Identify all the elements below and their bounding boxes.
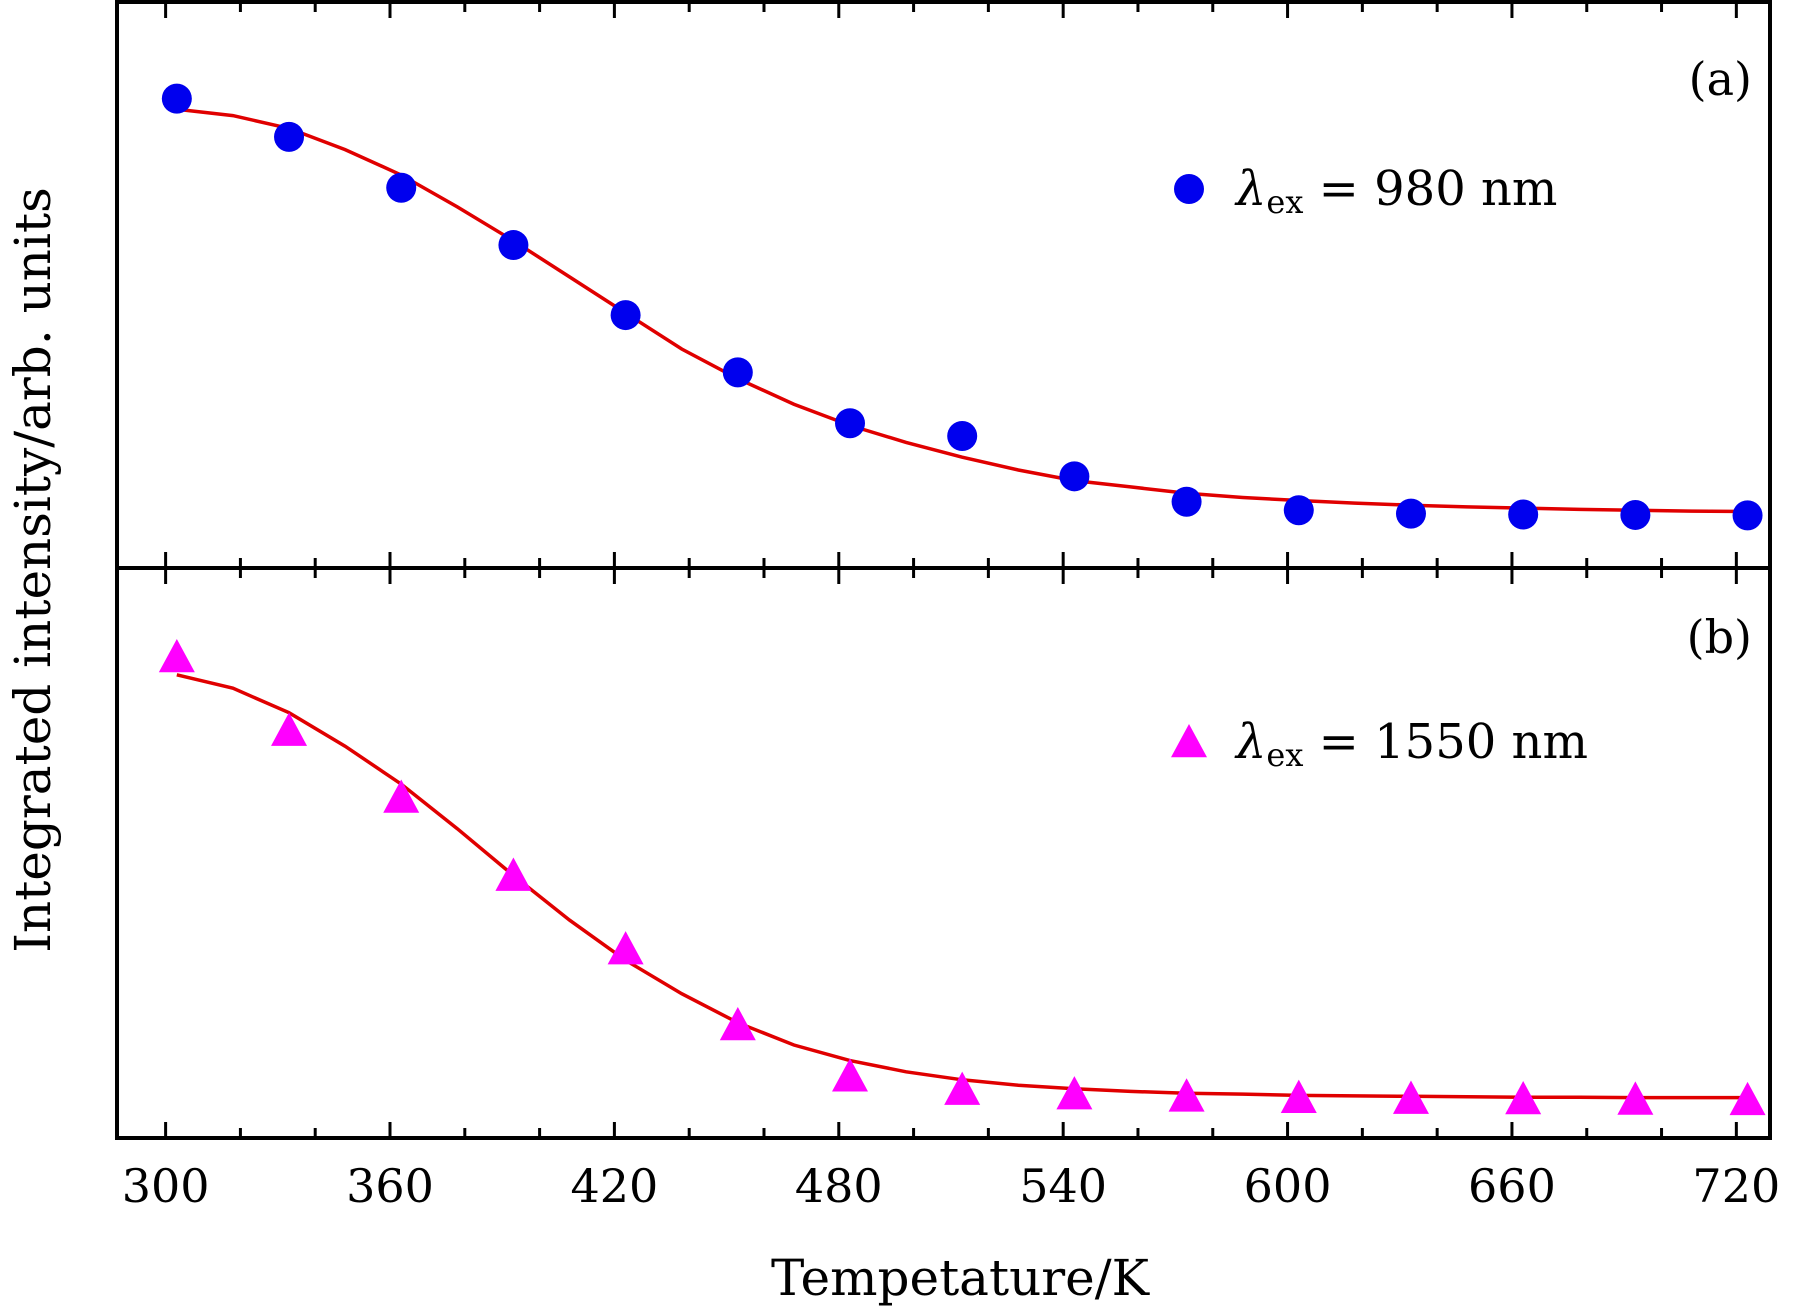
plot-frame	[115, 0, 1772, 570]
x-tick-label: 360	[346, 1159, 434, 1213]
x-tick-label: 600	[1244, 1159, 1332, 1213]
data-point	[1056, 1076, 1093, 1110]
data-point	[1171, 486, 1202, 517]
data-point	[835, 408, 866, 439]
data-point	[1732, 500, 1763, 531]
panel-b: (b) λex = 1550 nm	[115, 566, 1772, 1140]
x-axis-title: Tempetature/K	[771, 1249, 1151, 1307]
panel-a: (a) λex = 980 nm	[115, 0, 1772, 570]
panel-label: (b)	[1687, 610, 1752, 664]
data-point	[1168, 1078, 1205, 1112]
data-point	[1395, 498, 1426, 529]
data-point	[610, 300, 641, 331]
x-tick-label: 720	[1692, 1159, 1780, 1213]
data-point	[498, 230, 529, 261]
legend-label: λex = 1550 nm	[1234, 714, 1588, 774]
legend-marker	[1171, 724, 1207, 758]
data-point	[1280, 1079, 1317, 1113]
data-point	[274, 121, 305, 152]
data-point	[1392, 1080, 1429, 1114]
x-tick-label: 480	[795, 1159, 883, 1213]
data-point	[383, 779, 420, 813]
plot-frame	[115, 566, 1772, 1140]
x-tick-label: 300	[122, 1159, 210, 1213]
data-point	[1508, 499, 1539, 530]
data-point	[271, 712, 308, 746]
x-tick-label: 660	[1468, 1159, 1556, 1213]
y-axis-title: Integrated intensity/arb. units	[4, 187, 62, 953]
data-point	[722, 357, 753, 388]
fit-curve	[176, 107, 1748, 514]
data-point	[719, 1006, 756, 1041]
data-point	[161, 83, 192, 114]
data-point	[386, 172, 417, 203]
data-point	[1283, 495, 1314, 526]
data-point	[158, 638, 195, 673]
data-point	[1505, 1080, 1542, 1115]
data-point	[1617, 1081, 1654, 1115]
panel-label: (a)	[1689, 52, 1752, 106]
data-point	[1729, 1081, 1766, 1116]
data-point	[832, 1058, 869, 1092]
data-point	[1620, 499, 1651, 530]
x-tick-label: 420	[570, 1159, 658, 1213]
data-point	[1059, 461, 1090, 492]
data-point	[944, 1071, 981, 1105]
data-point	[607, 931, 644, 965]
legend-marker	[1174, 174, 1204, 204]
legend-label: λex = 980 nm	[1234, 161, 1557, 221]
data-point	[947, 421, 978, 452]
x-tick-label: 540	[1019, 1159, 1107, 1213]
data-point	[495, 857, 532, 891]
